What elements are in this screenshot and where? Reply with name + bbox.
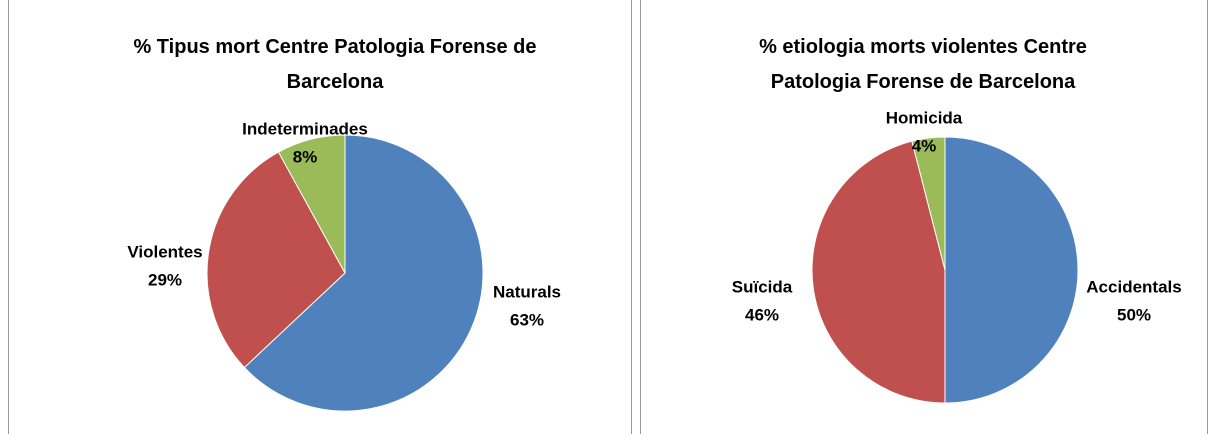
pie-slice xyxy=(944,136,1079,404)
slice-label: Indeterminades xyxy=(242,119,368,138)
pie-slice xyxy=(277,134,346,274)
slice-label: Suïcida xyxy=(732,277,793,296)
pie-slice xyxy=(243,134,484,412)
slice-value-label: 4% xyxy=(912,136,937,155)
slice-label: Homicida xyxy=(886,108,963,127)
slice-label: Naturals xyxy=(493,282,561,301)
slice-value-label: 46% xyxy=(745,305,779,324)
slice-value-label: 29% xyxy=(148,270,182,289)
slice-label: Violentes xyxy=(127,242,202,261)
pie-slice xyxy=(206,151,346,369)
chart-title: % etiologia morts violentes Centre Patol… xyxy=(759,36,1087,93)
pie-slice xyxy=(911,136,946,271)
pie-slice xyxy=(811,140,946,404)
chart-title: % Tipus mort Centre Patologia Forense de… xyxy=(133,36,537,93)
slice-value-label: 63% xyxy=(510,310,544,329)
slice-label: Accidentals xyxy=(1086,277,1181,296)
chart-frame xyxy=(640,0,1208,434)
chart-frame xyxy=(8,0,632,434)
slice-value-label: 8% xyxy=(293,147,318,166)
slice-value-label: 50% xyxy=(1117,305,1151,324)
